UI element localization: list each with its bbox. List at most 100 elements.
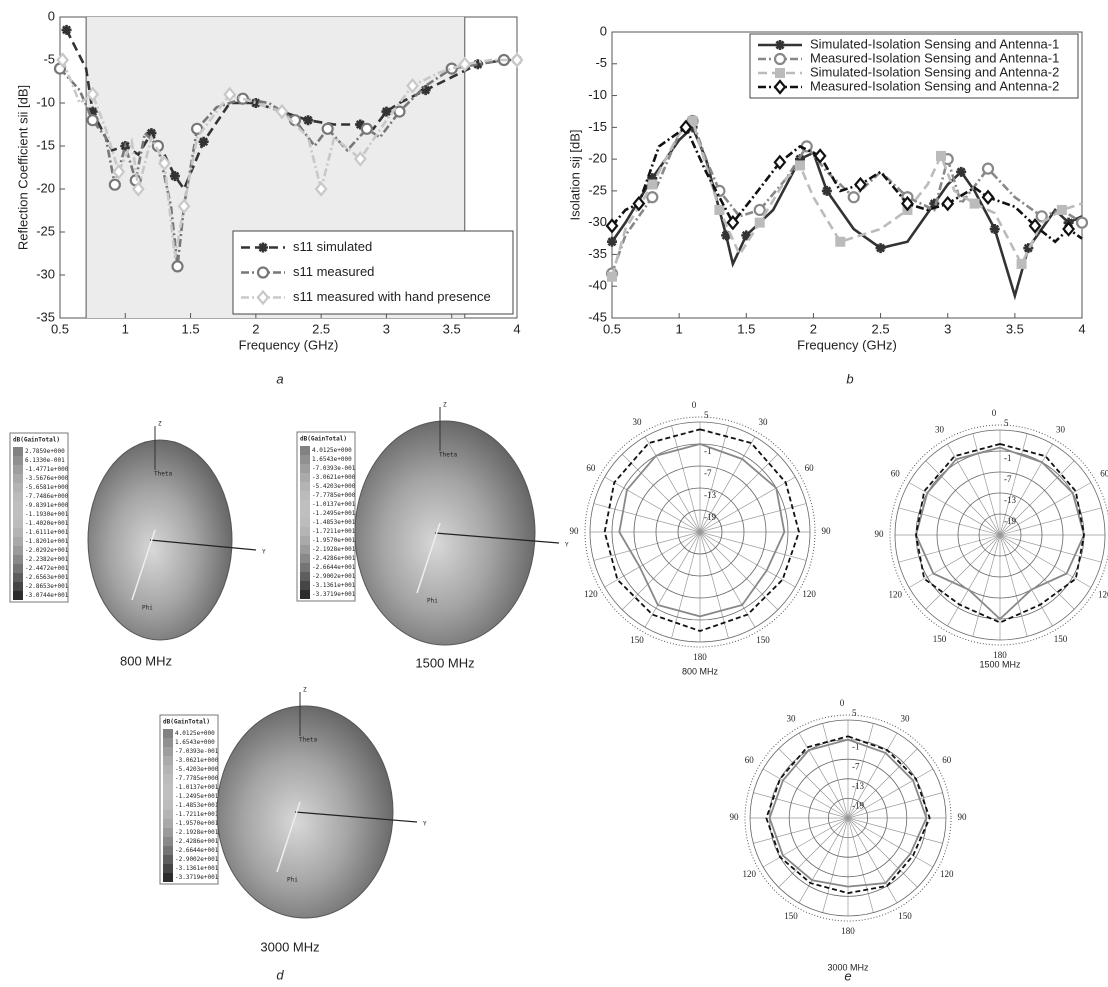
x-tick-label: 3.5 xyxy=(1006,321,1024,336)
theta-tick-label: 120 xyxy=(802,589,816,599)
theta-tick-label: 150 xyxy=(1054,634,1068,644)
x-tick-label: 4 xyxy=(1078,321,1085,336)
theta-tick-label: 120 xyxy=(743,869,757,879)
x-tick-label: 1.5 xyxy=(182,321,200,336)
r-tick-label: -7 xyxy=(704,468,712,478)
colorbar-label: -7.0393e-001 xyxy=(175,748,219,755)
r-tick-label: -13 xyxy=(704,490,716,500)
colorbar-swatch xyxy=(300,545,310,554)
colorbar-label: -3.0744e+001 xyxy=(25,592,69,599)
colorbar-label: -2.6644e+001 xyxy=(312,564,356,571)
colorbar-label: 4.0125e+000 xyxy=(312,447,352,454)
theta-tick-label: 180 xyxy=(693,652,707,662)
marker xyxy=(983,164,993,174)
colorbar-swatch xyxy=(300,482,310,491)
axis-label: Z xyxy=(303,687,307,694)
marker xyxy=(110,180,120,190)
colorbar-swatch xyxy=(300,500,310,509)
colorbar-swatch xyxy=(13,519,23,528)
x-tick-label: 1 xyxy=(122,321,129,336)
colorbar-label: -2.9002e+001 xyxy=(312,573,356,580)
colorbar-label: -2.6644e+001 xyxy=(175,847,219,854)
colorbar-label: -7.7785e+000 xyxy=(312,492,356,499)
axis-label: Phi xyxy=(287,877,298,884)
marker xyxy=(88,115,98,125)
axis-label: Y xyxy=(262,549,266,556)
x-tick-label: 1 xyxy=(676,321,683,336)
marker xyxy=(62,25,72,35)
colorbar-label: -2.9002e+001 xyxy=(175,856,219,863)
y-tick-label: -35 xyxy=(36,309,55,324)
colorbar-swatch xyxy=(300,473,310,482)
theta-tick-label: 60 xyxy=(891,469,901,479)
marker xyxy=(362,124,372,134)
y-axis-label: Isolation sij [dB] xyxy=(567,129,582,220)
colorbar-swatch xyxy=(163,738,173,747)
colorbar-swatch xyxy=(163,828,173,837)
caption: 1500 MHz xyxy=(979,659,1021,669)
axis-label: Y xyxy=(565,542,569,549)
axis-label: Phi xyxy=(427,598,438,605)
colorbar-swatch xyxy=(13,546,23,555)
marker xyxy=(1017,259,1027,269)
marker xyxy=(607,272,617,282)
colorbar-label: -7.0393e-001 xyxy=(312,465,356,472)
colorbar-swatch xyxy=(300,518,310,527)
colorbar-swatch xyxy=(163,747,173,756)
colorbar-swatch xyxy=(13,447,23,456)
theta-tick-label: 150 xyxy=(630,635,644,645)
marker xyxy=(714,205,724,215)
colorbar-swatch xyxy=(13,528,23,537)
marker xyxy=(1077,218,1087,228)
colorbar-swatch xyxy=(300,572,310,581)
colorbar-label: -3.3719e+001 xyxy=(175,874,219,881)
colorbar-swatch xyxy=(163,801,173,810)
figure: abde0.511.522.533.540-5-10-15-20-25-30-3… xyxy=(0,0,1108,987)
colorbar-swatch xyxy=(300,554,310,563)
marker xyxy=(822,186,832,196)
colorbar-swatch xyxy=(163,837,173,846)
theta-tick-label: 60 xyxy=(1100,469,1108,479)
colorbar-swatch xyxy=(13,564,23,573)
r-tick-label: -7 xyxy=(1004,474,1012,484)
marker xyxy=(170,171,180,181)
theta-tick-label: 0 xyxy=(992,408,997,418)
x-tick-label: 4 xyxy=(513,321,520,336)
colorbar-swatch xyxy=(13,483,23,492)
colorbar-label: 1.6543e+000 xyxy=(175,739,215,746)
marker xyxy=(936,151,946,161)
y-tick-label: -25 xyxy=(588,182,607,197)
colorbar-swatch xyxy=(13,465,23,474)
marker xyxy=(835,237,845,247)
colorbar-swatch xyxy=(163,873,173,882)
colorbar-label: -1.8201e+001 xyxy=(25,538,69,545)
colorbar-label: -1.9570e+001 xyxy=(312,537,356,544)
x-tick-label: 3.5 xyxy=(443,321,461,336)
colorbar-swatch xyxy=(300,509,310,518)
r-tick-label: -19 xyxy=(704,512,716,522)
colorbar-title: dB(GainTotal) xyxy=(163,719,210,726)
x-tick-label: 3 xyxy=(383,321,390,336)
colorbar-label: -2.4472e+001 xyxy=(25,565,69,572)
marker xyxy=(173,261,183,271)
colorbar-label: -2.0292e+001 xyxy=(25,547,69,554)
marker xyxy=(199,137,209,147)
colorbar-swatch xyxy=(300,581,310,590)
axis-label: Theta xyxy=(439,452,457,459)
colorbar-swatch xyxy=(163,819,173,828)
y-tick-label: -10 xyxy=(36,94,55,109)
colorbar-label: -3.1361e+001 xyxy=(175,865,219,872)
colorbar-swatch xyxy=(163,792,173,801)
colorbar-swatch xyxy=(163,864,173,873)
colorbar-swatch xyxy=(163,783,173,792)
y-tick-label: 0 xyxy=(600,23,607,38)
theta-tick-label: 150 xyxy=(756,635,770,645)
caption: 3000 MHz xyxy=(260,939,319,954)
colorbar-swatch xyxy=(163,765,173,774)
colorbar-label: -2.4286e+001 xyxy=(312,555,356,562)
marker xyxy=(990,224,1000,234)
r-tick-label: -19 xyxy=(852,800,864,810)
marker xyxy=(421,85,431,95)
legend-label: s11 simulated xyxy=(293,239,372,254)
y-tick-label: -30 xyxy=(36,266,55,281)
